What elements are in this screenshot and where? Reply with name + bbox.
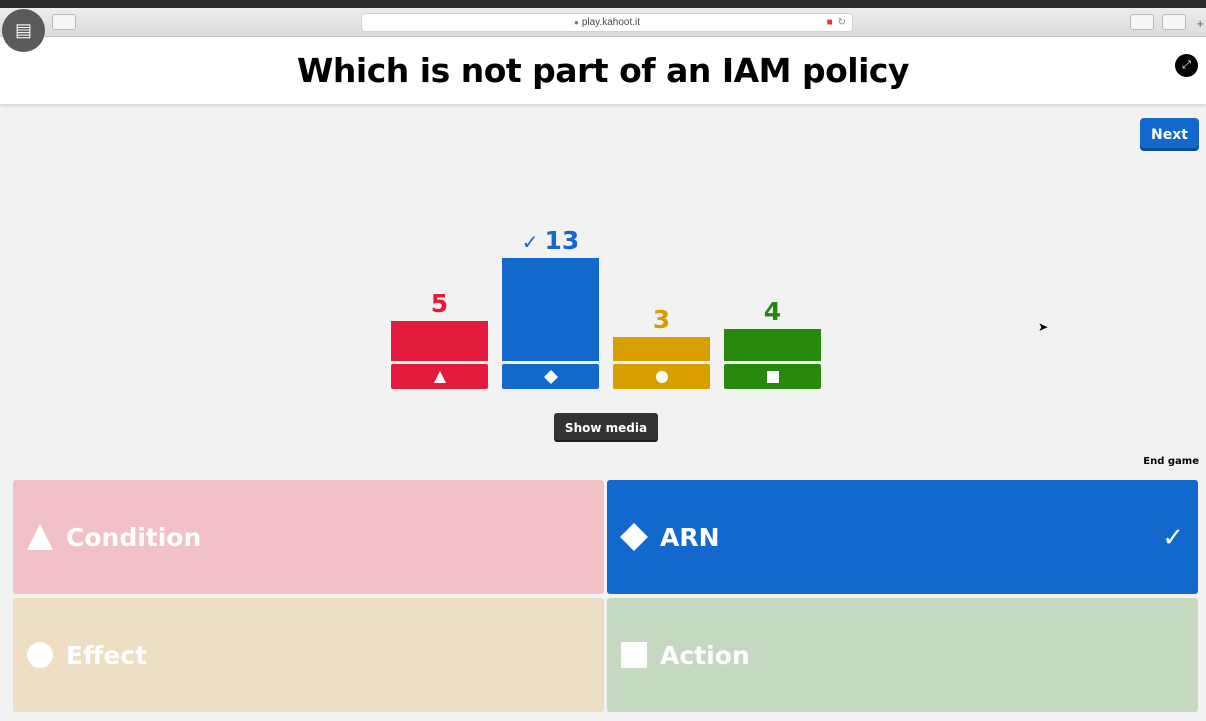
reader-view-icon[interactable]: ▤ [2, 9, 45, 52]
tabs-button[interactable] [1162, 14, 1186, 30]
circle-icon [26, 641, 54, 669]
browser-toolbar: ● play.kahoot.it ■ ↻ + [0, 8, 1206, 37]
chart-count-label: 5 [391, 289, 488, 318]
next-button[interactable]: Next [1140, 118, 1199, 151]
square-icon [766, 370, 780, 384]
chart-base-triangle [391, 364, 488, 389]
answer-label: Condition [66, 522, 202, 552]
share-button[interactable] [1130, 14, 1154, 30]
sidebar-toggle-button[interactable] [52, 14, 76, 30]
window-top-strip [0, 0, 1206, 8]
chart-count-value: 5 [430, 289, 449, 318]
answer-effect[interactable]: Effect [13, 598, 604, 712]
end-game-link[interactable]: End game [1143, 456, 1199, 467]
address-bar[interactable]: ● play.kahoot.it ■ ↻ [361, 13, 853, 32]
chart-count-value: 13 [544, 226, 580, 255]
question-header: Which is not part of an IAM policy ⤢ [0, 37, 1206, 104]
correct-check-icon: ✓ [521, 230, 539, 254]
chart-bar-effect [613, 337, 710, 361]
answer-label: ARN [660, 522, 720, 552]
answer-arn[interactable]: ARN ✓ [607, 480, 1198, 594]
diamond-icon [620, 523, 648, 551]
extension-icon[interactable]: ■ [826, 17, 833, 28]
chart-base-circle [613, 364, 710, 389]
lock-icon: ● [573, 18, 579, 27]
new-tab-button[interactable]: + [1196, 16, 1204, 31]
chart-count-value: 4 [763, 297, 782, 326]
url-text: play.kahoot.it [581, 17, 641, 28]
reload-icon[interactable]: ↻ [837, 17, 846, 28]
mouse-cursor-icon: ➤ [1038, 320, 1049, 334]
diamond-icon [543, 369, 558, 384]
chart-bar-arn [502, 258, 599, 361]
chart-count-value: 3 [652, 305, 671, 334]
chart-bar-condition [391, 321, 488, 361]
triangle-icon [433, 370, 447, 384]
correct-check-icon: ✓ [1162, 522, 1184, 552]
fullscreen-icon[interactable]: ⤢ [1175, 54, 1198, 77]
chart-base-square [724, 364, 821, 389]
circle-icon [655, 370, 669, 384]
chart-base-diamond [502, 364, 599, 389]
answer-action[interactable]: Action [607, 598, 1198, 712]
show-media-button[interactable]: Show media [554, 413, 658, 442]
chart-bar-action [724, 329, 821, 361]
answer-label: Effect [66, 640, 148, 670]
answer-condition[interactable]: Condition [13, 480, 604, 594]
triangle-icon [26, 523, 54, 551]
chart-count-label: 3 [613, 305, 710, 334]
question-title: Which is not part of an IAM policy [297, 51, 909, 90]
chart-count-label: ✓ 13 [502, 226, 599, 255]
chart-count-label: 4 [724, 297, 821, 326]
answer-label: Action [660, 640, 750, 670]
square-icon [620, 641, 648, 669]
